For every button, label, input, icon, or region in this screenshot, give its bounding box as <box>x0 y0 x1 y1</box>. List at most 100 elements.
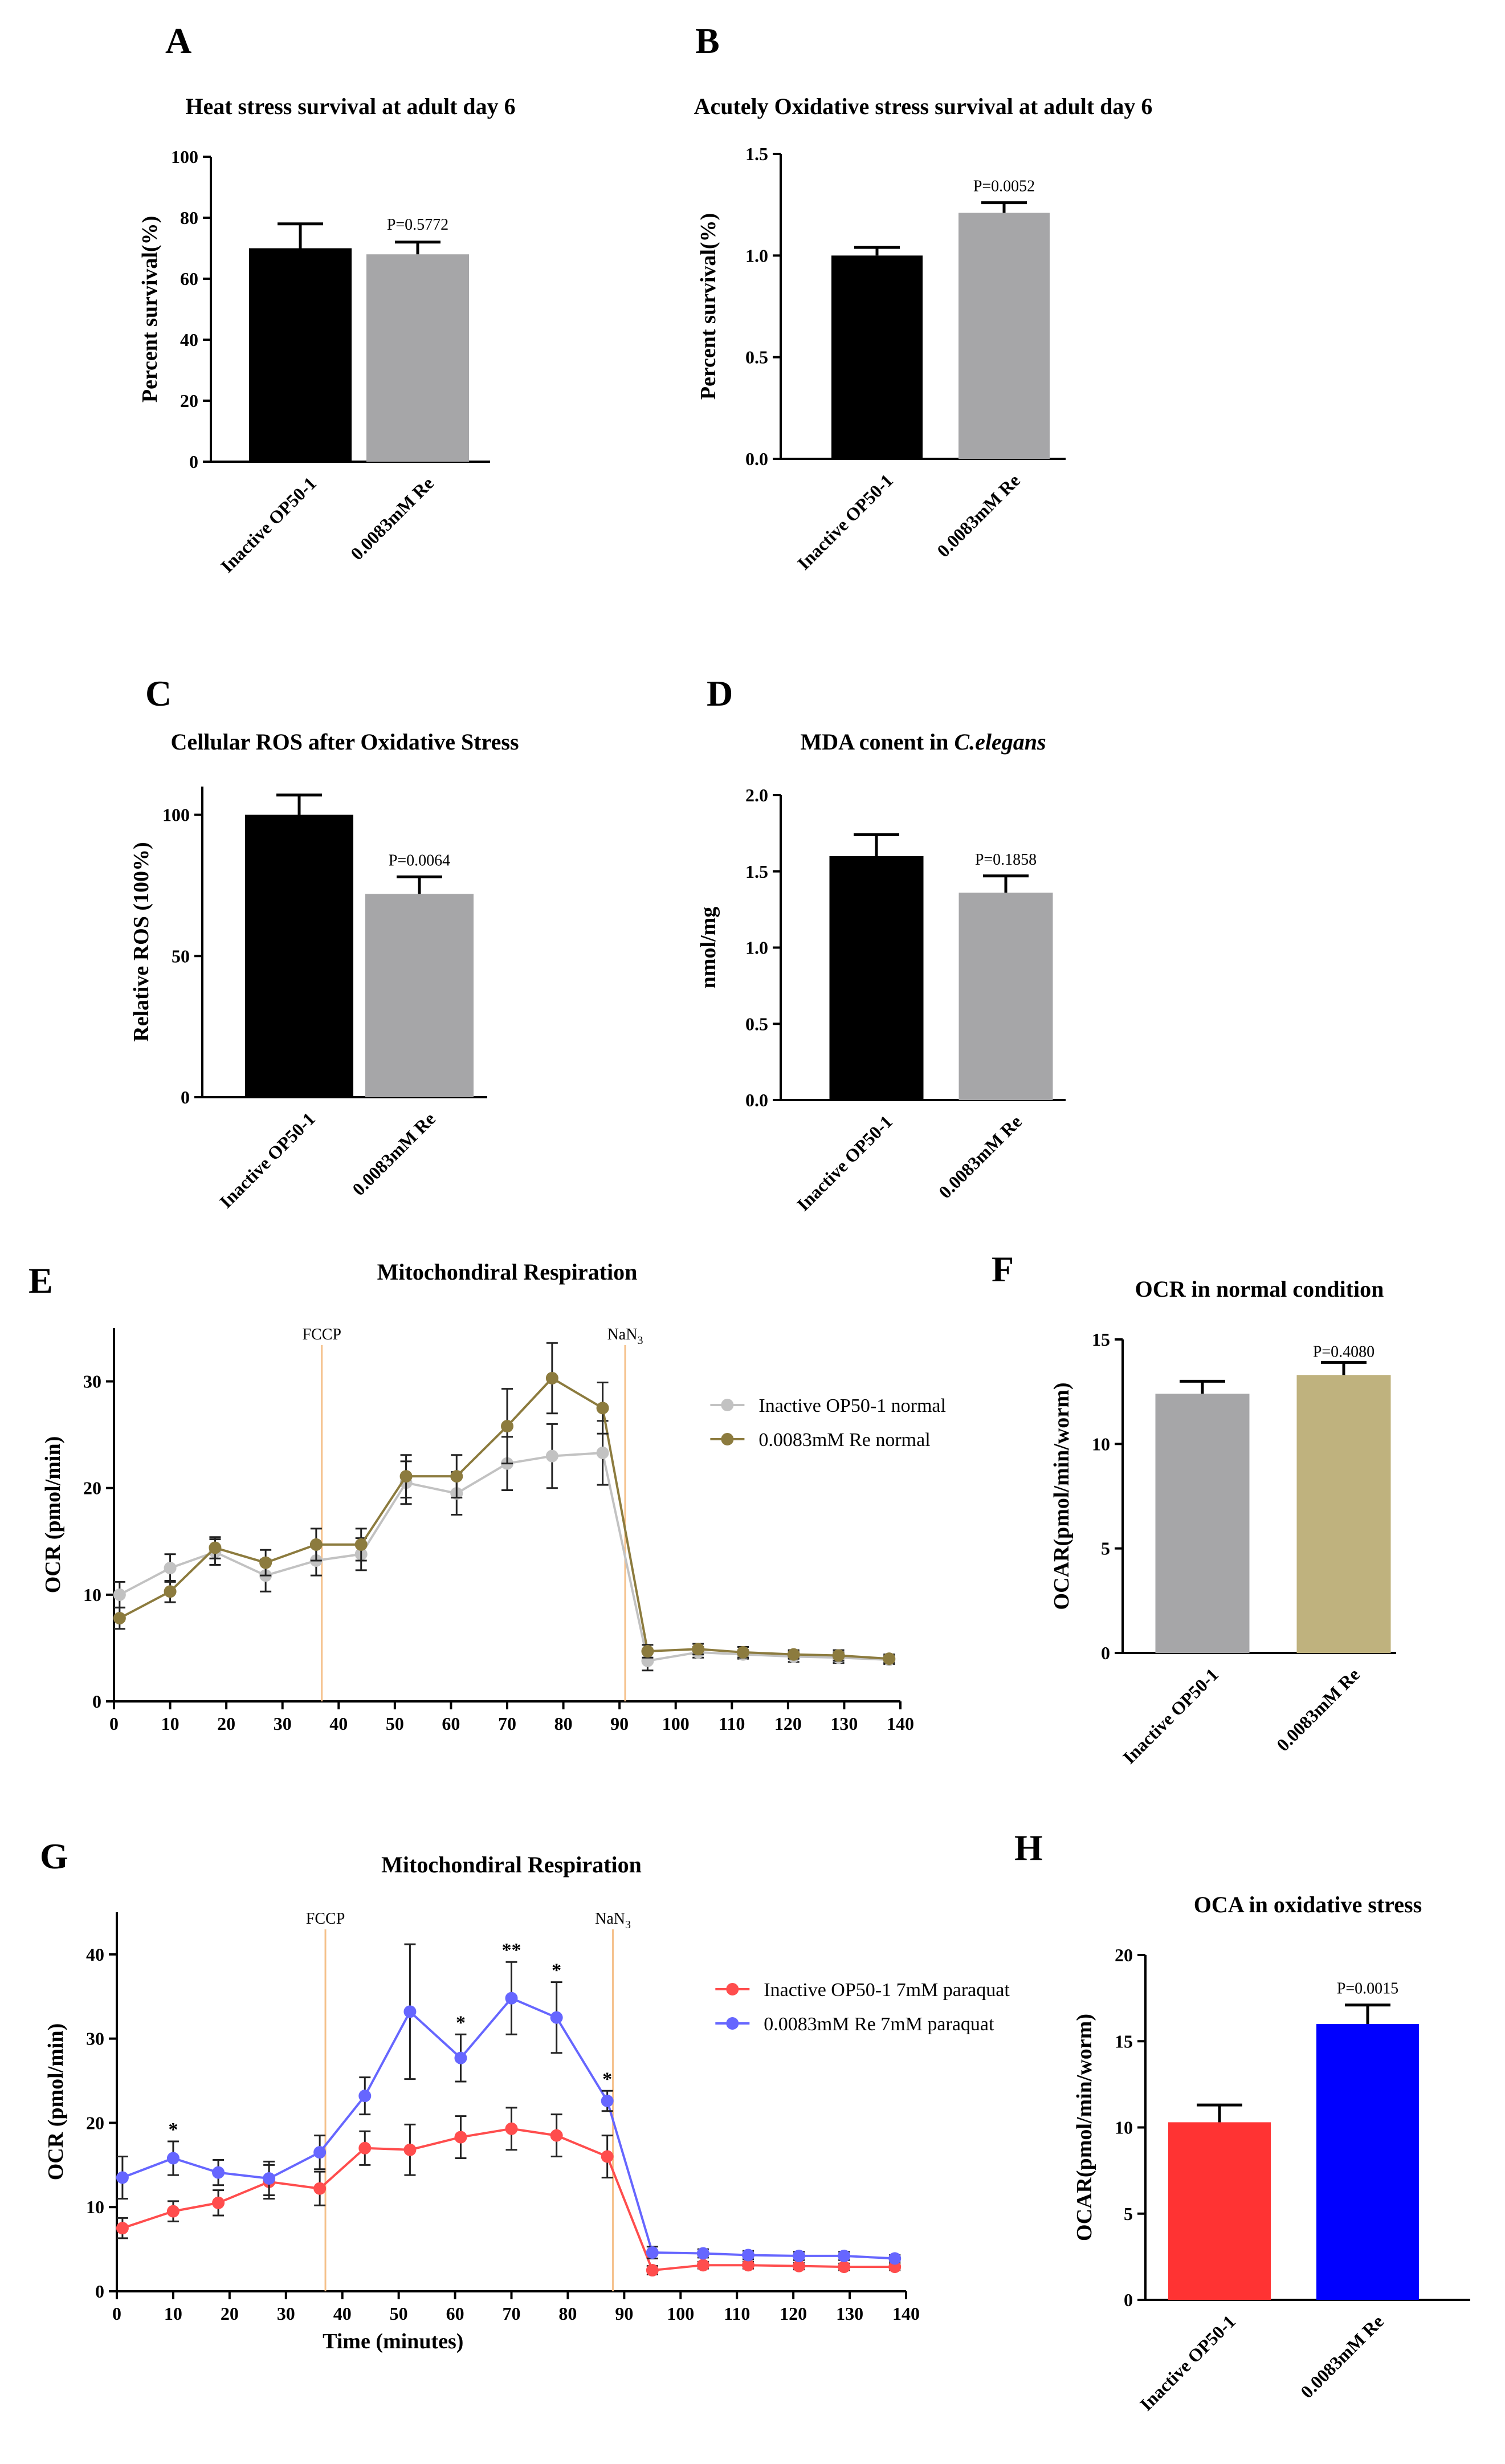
y-tick-label: 100 <box>171 146 198 167</box>
data-point <box>505 2122 518 2135</box>
y-tick-label: 2.0 <box>745 785 768 805</box>
x-tick-label: 110 <box>719 1713 745 1734</box>
x-tick-label: 20 <box>221 2303 239 2324</box>
data-point <box>164 1562 177 1575</box>
x-tick-label: 90 <box>610 1713 629 1734</box>
data-point <box>113 1612 126 1625</box>
bar <box>831 255 923 459</box>
data-point <box>501 1420 513 1433</box>
chart-title: Heat stress survival at adult day 6 <box>185 93 515 119</box>
chart-title: MDA conent in C.elegans <box>800 729 1046 755</box>
x-tick-label: 0 <box>112 2303 121 2324</box>
p-value: P=0.4080 <box>1313 1343 1375 1361</box>
y-tick-label: 0 <box>189 451 198 472</box>
significance-star: * <box>456 2012 466 2033</box>
y-tick-label: 1.0 <box>745 245 768 266</box>
panel-letter-a: A <box>165 21 192 61</box>
y-tick-label: 40 <box>86 1944 104 1965</box>
bar <box>245 814 353 1097</box>
category-label: 0.0083mM Re <box>935 1111 1026 1202</box>
bar-chart-b: Acutely Oxidative stress survival at adu… <box>694 93 1153 573</box>
x-tick-label: 70 <box>498 1713 516 1734</box>
y-axis-label: Percent survival(%) <box>696 213 720 400</box>
marker-label: NaN3 <box>607 1326 643 1347</box>
data-point <box>259 1556 272 1569</box>
data-point <box>454 2051 467 2064</box>
y-tick-label: 1.5 <box>745 861 768 882</box>
bar <box>829 856 924 1100</box>
data-point <box>166 2205 180 2218</box>
x-tick-label: 130 <box>830 1713 858 1734</box>
data-point <box>737 1646 749 1659</box>
data-point <box>166 2152 180 2165</box>
data-point <box>696 2259 709 2272</box>
series-1 <box>113 1342 896 1665</box>
legend-label: 0.0083mM Re 7mM paraquat <box>764 2014 994 2035</box>
y-axis-label: Relative ROS (100%) <box>129 842 153 1041</box>
y-tick-label: 0.0 <box>745 449 768 469</box>
data-point <box>313 2182 327 2195</box>
chart-title: Cellular ROS after Oxidative Stress <box>170 729 519 755</box>
data-point <box>793 2259 806 2272</box>
bar <box>365 894 474 1097</box>
series-line <box>119 1451 890 1663</box>
line-chart-e: Mitochondiral Respiration 0 10 20 30 0 10 20 30 4… <box>41 1259 946 1734</box>
data-point <box>358 2090 372 2103</box>
y-tick-label: 30 <box>86 2029 104 2049</box>
legend-label: Inactive OP50-1 normal <box>758 1395 946 1416</box>
significance-star: ** <box>502 1940 521 1961</box>
panel-letter-b: B <box>695 21 720 61</box>
bar <box>366 254 469 462</box>
x-tick-label: 0 <box>109 1713 119 1734</box>
data-point <box>358 2141 372 2155</box>
x-tick-label: 140 <box>887 1713 914 1734</box>
x-tick-label: 60 <box>442 1713 460 1734</box>
x-tick-label: 50 <box>386 1713 404 1734</box>
data-point <box>646 2246 659 2259</box>
x-tick-label: 20 <box>217 1713 235 1734</box>
series-1 <box>116 1943 902 2265</box>
y-tick-label: 0 <box>1124 2290 1133 2310</box>
panel-letter-e: E <box>28 1260 53 1301</box>
bar-chart-a: Heat stress survival at adult day 6 0 20 40… <box>138 93 516 576</box>
data-point <box>212 2196 225 2209</box>
data-point <box>113 1588 126 1601</box>
x-tick-label: 10 <box>161 1713 180 1734</box>
data-point <box>601 2150 614 2163</box>
x-tick-label: 120 <box>774 1713 802 1734</box>
y-tick-label: 20 <box>86 2112 104 2133</box>
y-tick-label: 5 <box>1101 1538 1110 1559</box>
data-point <box>646 2264 659 2277</box>
category-label: 0.0083mM Re <box>348 1108 439 1199</box>
x-tick-label: 80 <box>558 2303 577 2324</box>
bar <box>959 893 1053 1100</box>
category-label: Inactive OP50-1 <box>1136 2311 1239 2414</box>
category-label: 0.0083mM Re <box>346 473 438 564</box>
data-point <box>116 2171 129 2184</box>
panel-letter-g: G <box>40 1836 68 1876</box>
data-point <box>742 2259 754 2272</box>
y-tick-label: 0.5 <box>745 1013 768 1034</box>
panel-letter-c: C <box>145 673 172 714</box>
data-point <box>883 1652 896 1665</box>
y-tick-label: 100 <box>162 805 190 825</box>
series-0 <box>113 1420 896 1672</box>
data-point <box>838 2249 851 2262</box>
y-tick-label: 80 <box>180 207 198 228</box>
y-tick-label: 0 <box>1101 1643 1110 1663</box>
panel-letter-d: D <box>707 673 733 714</box>
y-axis-label: nmol/mg <box>696 907 720 989</box>
y-tick-label: 10 <box>86 2197 104 2217</box>
y-tick-label: 5 <box>1124 2204 1133 2224</box>
data-point <box>742 2249 754 2262</box>
data-point <box>641 1645 654 1658</box>
legend-label: 0.0083mM Re normal <box>758 1429 930 1451</box>
bar-chart-d: MDA conent in C.elegans 0.0 0.5 1.0 1.5 2.0 nm… <box>696 729 1066 1215</box>
marker-label: FCCP <box>302 1326 341 1343</box>
y-tick-label: 20 <box>83 1478 101 1498</box>
data-point <box>164 1585 177 1598</box>
data-point <box>454 2131 467 2144</box>
data-point <box>596 1402 609 1415</box>
y-axis-label: OCAR(pmol/min/worm) <box>1050 1383 1074 1610</box>
